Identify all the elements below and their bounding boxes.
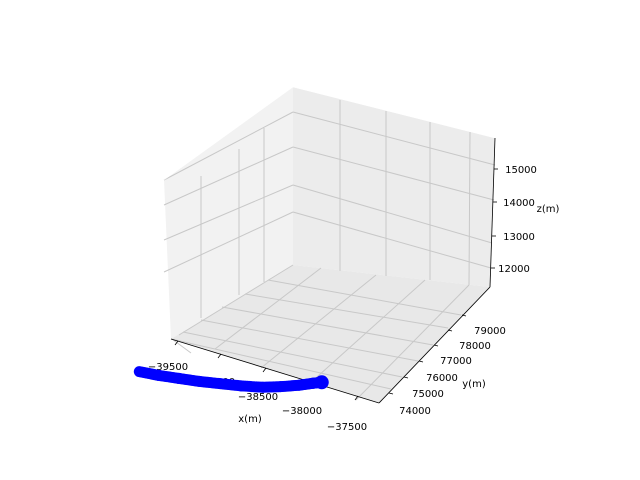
x-tick-label: −39500: [148, 362, 188, 373]
y-tick-label: 76000: [426, 373, 458, 384]
z-tick-label: 14000: [503, 198, 535, 209]
y-tick-label: 74000: [399, 406, 431, 417]
x-tick-label: −38000: [282, 406, 322, 417]
z-axis-line: [489, 137, 496, 288]
y-tick-label: 75000: [412, 389, 444, 400]
floor-pane: [171, 265, 490, 403]
grid-lines: [163, 100, 496, 404]
x-axis-label: x(m): [238, 414, 262, 425]
pane-edges: [163, 86, 496, 181]
data-series: [133, 366, 329, 393]
x-axis-line: [170, 338, 380, 404]
z-axis-label: z(m): [537, 204, 560, 215]
x-tick-label: −38500: [238, 392, 278, 403]
z-tick-label: 12000: [498, 264, 530, 275]
data-point: [314, 375, 329, 390]
y-tick-label: 77000: [440, 356, 472, 367]
y-ticks: [388, 314, 467, 395]
y-tick-label: 79000: [474, 326, 506, 337]
x-tick-label: −37500: [327, 422, 367, 433]
back-right-pane: [293, 87, 495, 287]
z-tick-label: 15000: [505, 165, 537, 176]
z-tick-label: 13000: [503, 232, 535, 243]
z-ticks: [491, 168, 498, 269]
y-tick-label: 78000: [459, 341, 491, 352]
y-axis-label: y(m): [462, 379, 486, 390]
